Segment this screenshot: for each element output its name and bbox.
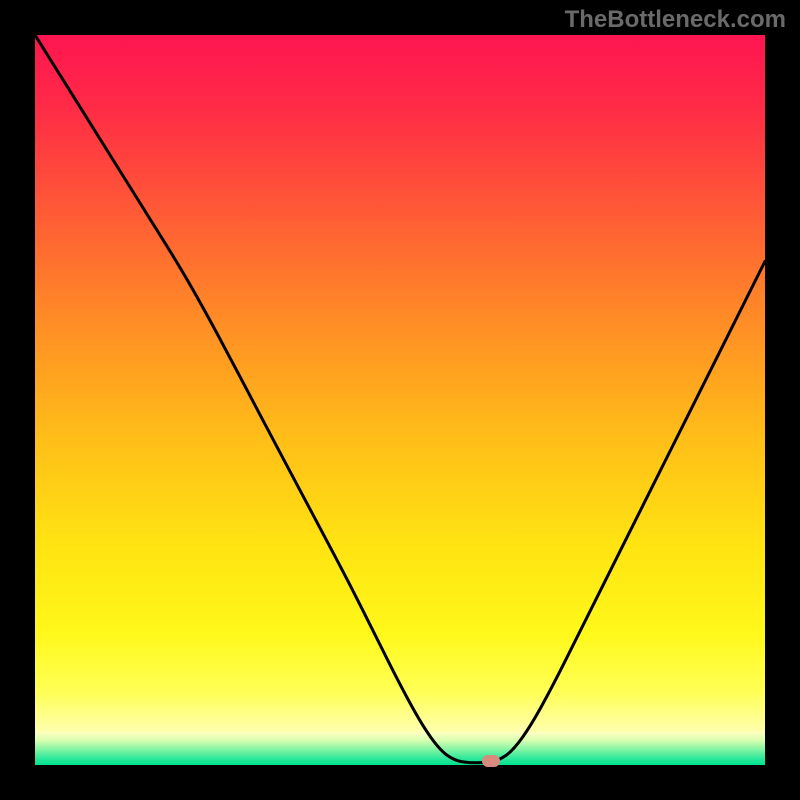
- bottleneck-curve: [35, 35, 765, 765]
- optimal-marker: [482, 755, 500, 767]
- chart-container: TheBottleneck.com: [0, 0, 800, 800]
- plot-area: [35, 35, 765, 765]
- watermark-text: TheBottleneck.com: [565, 6, 786, 34]
